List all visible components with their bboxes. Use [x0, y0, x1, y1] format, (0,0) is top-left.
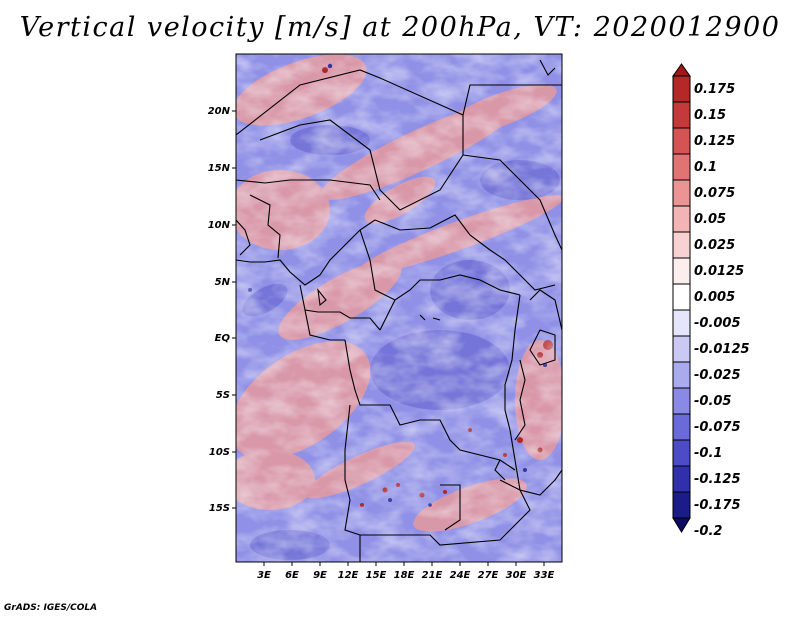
colorbar-label: 0.0125 [694, 264, 744, 279]
colorbar-swatch [672, 465, 691, 493]
colorbar-swatch [672, 231, 691, 259]
colorbar-swatch [672, 153, 691, 181]
colorbar-label: -0.125 [694, 472, 741, 487]
colorbar-label: -0.175 [694, 498, 741, 513]
colorbar-swatch [672, 413, 691, 441]
lat-label-5s: 5S [216, 390, 230, 401]
colorbar-label: 0.125 [694, 134, 735, 149]
lon-label-9e: 9E [313, 570, 327, 581]
colorbar-swatch [672, 127, 691, 155]
colorbar-label: -0.075 [694, 420, 741, 435]
colorbar-swatch [672, 257, 691, 285]
colorbar-swatch [672, 309, 691, 337]
lat-label-10s: 10S [209, 447, 230, 458]
country-borders [236, 59, 562, 562]
colorbar-label: -0.025 [694, 368, 741, 383]
map-frame [235, 53, 563, 563]
colorbar-swatch [672, 335, 691, 363]
colorbar-label: -0.005 [694, 316, 741, 331]
lon-tick-marks [263, 562, 545, 566]
colorbar-label: -0.1 [694, 446, 722, 461]
colorbar-swatch [672, 439, 691, 467]
lat-label-15n: 15N [208, 163, 231, 174]
lon-label-27e: 27E [478, 570, 499, 581]
colorbar-swatch [672, 75, 691, 103]
colorbar-swatch [672, 179, 691, 207]
colorbar [672, 63, 691, 533]
colorbar-swatch [672, 387, 691, 415]
lon-label-15e: 15E [366, 570, 387, 581]
colorbar-swatch [672, 491, 691, 519]
lat-label-15s: 15S [209, 503, 230, 514]
colorbar-label: 0.175 [694, 82, 735, 97]
colorbar-label: -0.0125 [694, 342, 750, 357]
lon-label-21e: 21E [422, 570, 443, 581]
grads-credit: GrADS: IGES/COLA [4, 603, 98, 613]
colorbar-swatch [672, 283, 691, 311]
lat-tick-marks [232, 110, 236, 509]
colorbar-label: -0.2 [694, 524, 722, 539]
colorbar-swatch [672, 361, 691, 389]
colorbar-label: 0.1 [694, 160, 717, 175]
lon-label-6e: 6E [285, 570, 299, 581]
colorbar-label: 0.15 [694, 108, 726, 123]
colorbar-bottom-arrow [672, 517, 691, 533]
lon-label-30e: 30E [506, 570, 527, 581]
lon-label-3e: 3E [257, 570, 271, 581]
colorbar-label: 0.005 [694, 290, 735, 305]
colorbar-label: 0.025 [694, 238, 735, 253]
colorbar-label: 0.075 [694, 186, 735, 201]
colorbar-label: -0.05 [694, 394, 731, 409]
lat-label-5n: 5N [215, 277, 231, 288]
lon-label-18e: 18E [394, 570, 415, 581]
chart-title: Vertical velocity [m/s] at 200hPa, VT: 2… [19, 12, 781, 43]
lat-label-eq: EQ [215, 333, 231, 344]
colorbar-swatch [672, 101, 691, 129]
lat-label-10n: 10N [208, 220, 231, 231]
velocity-field [236, 54, 562, 562]
colorbar-labels: 0.175 0.15 0.125 0.1 0.075 0.05 0.025 0.… [694, 82, 750, 539]
colorbar-swatch [672, 205, 691, 233]
colorbar-label: 0.05 [694, 212, 726, 227]
lon-label-12e: 12E [338, 570, 359, 581]
lon-label-24e: 24E [450, 570, 471, 581]
lat-label-20n: 20N [208, 106, 231, 117]
lon-label-33e: 33E [534, 570, 555, 581]
colorbar-top-arrow [672, 63, 691, 77]
